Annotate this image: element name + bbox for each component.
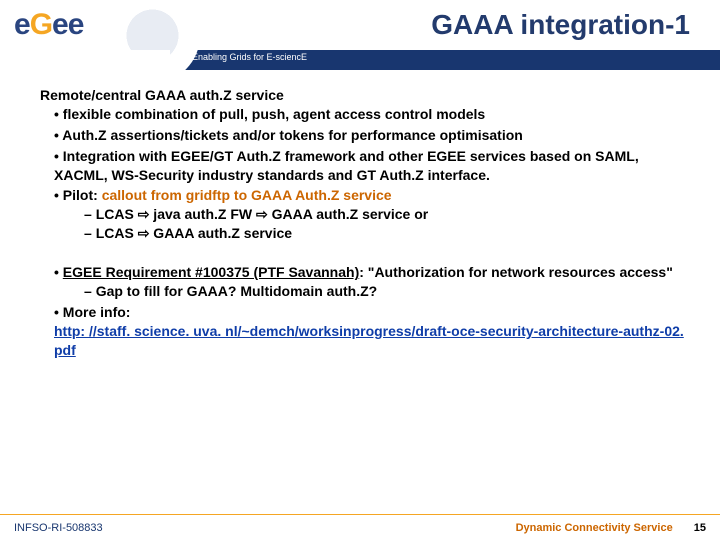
- slide-body: Remote/central GAAA auth.Z service flexi…: [40, 86, 690, 362]
- more-info-url[interactable]: http: //staff. science. uva. nl/~demch/w…: [54, 323, 684, 358]
- footer-right-group: Dynamic Connectivity Service 15: [516, 522, 706, 534]
- logo-letter: e: [52, 8, 68, 41]
- list-item: LCAS ⇨ GAAA auth.Z service: [84, 224, 690, 243]
- logo-mask: [0, 50, 170, 70]
- list-item: EGEE Requirement #100375 (PTF Savannah):…: [54, 263, 690, 301]
- logo-letter: e: [14, 8, 30, 41]
- list-item: flexible combination of pull, push, agen…: [54, 105, 690, 124]
- logo-letter: e: [68, 8, 84, 41]
- tagline: Enabling Grids for E-sciencE: [192, 52, 307, 62]
- list-item: Pilot: callout from gridftp to GAAA Auth…: [54, 186, 690, 243]
- bullet-list: flexible combination of pull, push, agen…: [40, 105, 690, 243]
- dash-list: LCAS ⇨ java auth.Z FW ⇨ GAAA auth.Z serv…: [54, 205, 690, 243]
- page-number: 15: [694, 522, 706, 534]
- bullet-list-2: EGEE Requirement #100375 (PTF Savannah):…: [40, 263, 690, 359]
- footer-left: INFSO-RI-508833: [14, 522, 103, 534]
- more-info-label: More info:: [63, 304, 131, 320]
- dash-list-2: Gap to fill for GAAA? Multidomain auth.Z…: [54, 282, 690, 301]
- list-item: More info: http: //staff. science. uva. …: [54, 303, 690, 360]
- slide-footer: INFSO-RI-508833 Dynamic Connectivity Ser…: [0, 514, 720, 540]
- pilot-text: callout from gridftp to GAAA Auth.Z serv…: [102, 187, 392, 203]
- slide-header: GAAA integration-1 Enabling Grids for E-…: [0, 0, 720, 78]
- list-item: Gap to fill for GAAA? Multidomain auth.Z…: [84, 282, 690, 301]
- list-item: LCAS ⇨ java auth.Z FW ⇨ GAAA auth.Z serv…: [84, 205, 690, 224]
- pilot-label: Pilot:: [63, 187, 102, 203]
- footer-service: Dynamic Connectivity Service: [516, 522, 673, 534]
- logo-letter: G: [30, 8, 52, 41]
- requirement-text: : "Authorization for network resources a…: [359, 264, 673, 280]
- egee-logo: eGee: [14, 8, 83, 42]
- list-item: Integration with EGEE/GT Auth.Z framewor…: [54, 147, 690, 185]
- list-item: Auth.Z assertions/tickets and/or tokens …: [54, 126, 690, 145]
- intro-line: Remote/central GAAA auth.Z service: [40, 86, 690, 105]
- logo-ring-icon: [105, 0, 200, 83]
- slide-title: GAAA integration-1: [431, 9, 690, 41]
- requirement-link: EGEE Requirement #100375 (PTF Savannah): [63, 264, 359, 280]
